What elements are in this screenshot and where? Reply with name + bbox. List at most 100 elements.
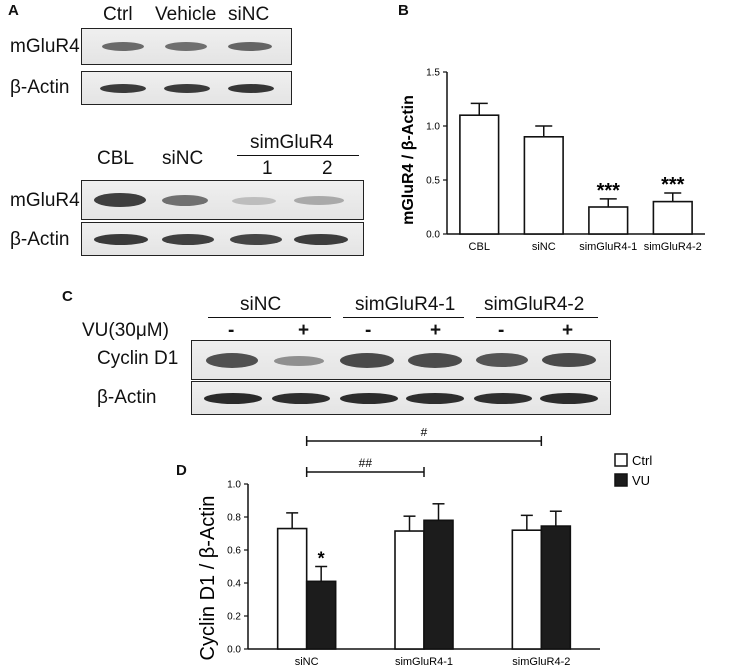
panel-label-d: D xyxy=(176,462,187,479)
sign-1: - xyxy=(228,320,235,341)
bar xyxy=(588,206,629,235)
blot-actin-bottom xyxy=(81,222,364,256)
row-label-mglur4-bottom: mGluR4 xyxy=(10,190,80,211)
band xyxy=(204,393,262,404)
legend-label-ctrl: Ctrl xyxy=(632,453,652,468)
bracket-label: ## xyxy=(359,456,373,470)
row-label-mglur4-top: mGluR4 xyxy=(10,36,80,57)
row-label-actin-bottom: β-Actin xyxy=(10,229,70,250)
lane-label-cbl: CBL xyxy=(97,148,134,169)
bracket-label: # xyxy=(421,428,428,439)
y-axis-label: Cyclin D1 / β-Actin xyxy=(197,496,219,661)
band xyxy=(102,42,144,51)
band xyxy=(406,393,464,404)
sign-4: + xyxy=(430,320,442,341)
band xyxy=(542,353,596,367)
group-label-sinc: siNC xyxy=(240,294,282,315)
panel-label-b: B xyxy=(398,2,409,19)
band xyxy=(274,356,324,366)
band xyxy=(294,234,348,245)
bar-ctrl xyxy=(394,530,425,650)
plot-area: 0.0 0.2 0.4 0.6 0.8 1.0 siNC simGluR4-1 simGluR4… xyxy=(227,428,652,668)
y-tick-label: 0.5 xyxy=(426,176,440,187)
sublane-label-2: 2 xyxy=(322,158,333,179)
bar xyxy=(523,136,564,235)
blot-cyclin-d1 xyxy=(191,340,611,380)
sign-6: + xyxy=(562,320,574,341)
band xyxy=(476,353,528,367)
y-tick-label: 1.0 xyxy=(227,480,241,491)
x-tick-label: siNC xyxy=(532,241,556,253)
panel-label-c: C xyxy=(62,288,73,305)
blot-mglur4-top xyxy=(81,28,292,65)
y-tick-label: 0.2 xyxy=(227,612,241,623)
sign-3: - xyxy=(365,320,372,341)
band xyxy=(228,84,274,93)
band xyxy=(165,42,207,51)
lane-label-sinc-2: siNC xyxy=(162,148,204,169)
y-tick-label: 0.0 xyxy=(426,230,440,241)
band xyxy=(340,393,398,404)
bar-ctrl xyxy=(276,527,308,650)
sublane-label-1: 1 xyxy=(262,158,273,179)
band xyxy=(94,193,146,207)
group-underline-simglur4-1 xyxy=(343,317,464,318)
band xyxy=(340,353,394,368)
y-tick-label: 0.8 xyxy=(227,513,241,524)
blot-actin-top xyxy=(81,71,292,105)
significance-label: *** xyxy=(597,180,621,202)
treatment-label: VU(30μM) xyxy=(82,320,169,341)
band xyxy=(230,234,282,245)
lane-label-vehicle: Vehicle xyxy=(155,4,217,25)
x-tick-label: simGluR4-2 xyxy=(512,656,570,668)
sign-5: - xyxy=(498,320,505,341)
group-underline-simglur4 xyxy=(237,155,359,156)
band xyxy=(164,84,210,93)
bar xyxy=(459,114,500,235)
y-tick-label: 0.6 xyxy=(227,546,241,557)
group-label-simglur4: simGluR4 xyxy=(250,132,334,153)
band xyxy=(408,353,462,368)
blot-actin-c xyxy=(191,381,611,415)
x-tick-label: CBL xyxy=(469,241,490,253)
legend-label-vu: VU xyxy=(632,473,650,488)
band xyxy=(228,42,272,51)
x-tick-label: simGluR4-2 xyxy=(644,241,702,253)
group-label-simglur4-1: simGluR4-1 xyxy=(355,294,456,315)
band xyxy=(206,353,258,368)
panel-label-a: A xyxy=(8,2,19,19)
band xyxy=(162,195,208,206)
lane-label-sinc: siNC xyxy=(228,4,270,25)
lane-label-ctrl: Ctrl xyxy=(103,4,133,25)
blot-mglur4-bottom xyxy=(81,180,364,220)
band xyxy=(474,393,532,404)
chart-b: mGluR4 / β-Actin 0.0 0.5 1.0 1.5 CBL siNC simG… xyxy=(400,68,705,253)
group-underline-sinc xyxy=(208,317,331,318)
bar-ctrl xyxy=(511,529,543,650)
legend-swatch-vu xyxy=(614,473,628,487)
sign-2: + xyxy=(298,320,310,341)
band xyxy=(94,234,148,245)
bar-vu xyxy=(423,519,454,650)
legend-swatch-ctrl xyxy=(614,453,628,467)
y-tick-label: 1.5 xyxy=(426,68,440,79)
group-label-simglur4-2: simGluR4-2 xyxy=(484,294,585,315)
y-tick-label: 0.4 xyxy=(227,579,241,590)
plot-area: 0.0 0.5 1.0 1.5 CBL siNC simGluR4-1 *** simGluR4… xyxy=(426,68,705,253)
x-tick-label: simGluR4-1 xyxy=(395,656,453,668)
bar xyxy=(652,200,693,235)
band xyxy=(272,393,330,404)
bar-vu xyxy=(540,525,572,650)
bar-vu xyxy=(305,580,337,650)
y-tick-label: 1.0 xyxy=(426,122,440,133)
chart-d: Cyclin D1 / β-Actin 0.0 0.2 0.4 0.6 0.8 1.0 si… xyxy=(197,428,652,668)
band xyxy=(100,84,146,93)
band xyxy=(294,196,344,205)
row-label-actin-top: β-Actin xyxy=(10,77,70,98)
significance-label: * xyxy=(318,549,325,569)
y-axis-label: mGluR4 / β-Actin xyxy=(400,95,417,225)
x-tick-label: simGluR4-1 xyxy=(579,241,637,253)
group-underline-simglur4-2 xyxy=(476,317,598,318)
band xyxy=(540,393,598,404)
x-tick-label: siNC xyxy=(295,656,319,668)
